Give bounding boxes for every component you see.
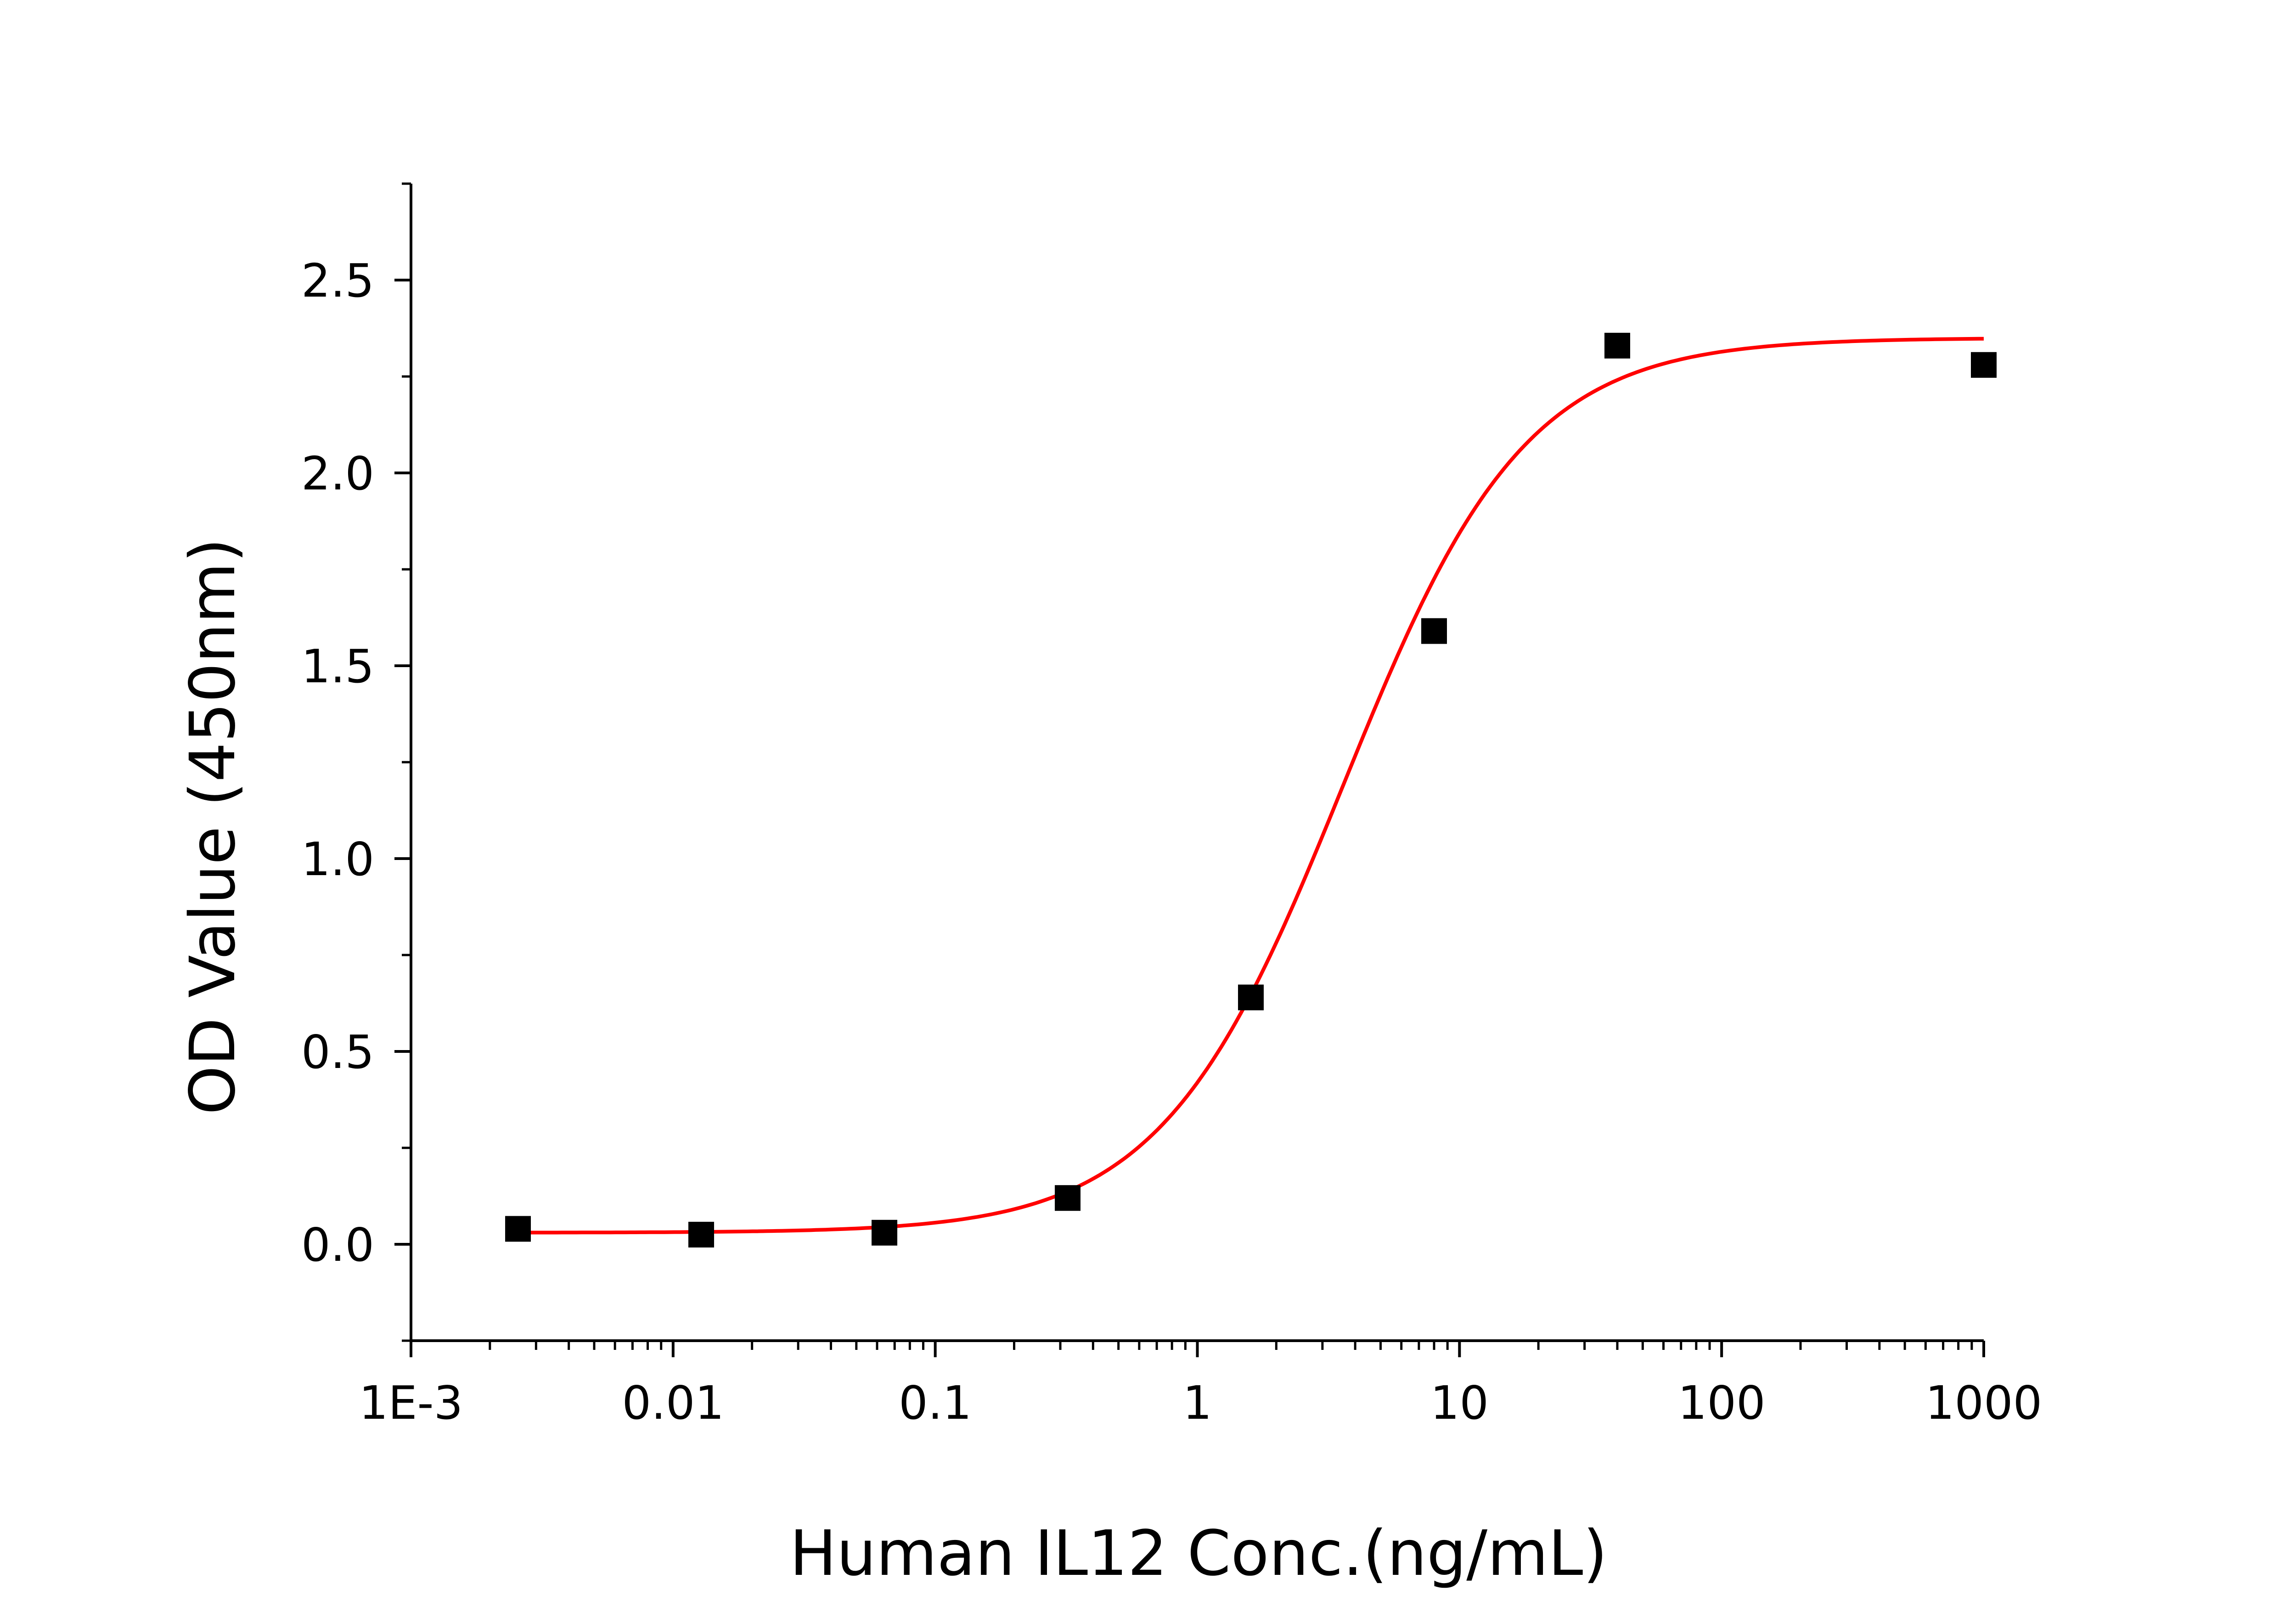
y-axis-title: OD Value (450nm) [177,538,249,1115]
data-point [1421,618,1447,644]
y-tick-label: 0.0 [301,1218,374,1272]
fit-curve-layer [518,337,1984,1235]
fit-curve [518,337,1984,1235]
data-point [1604,332,1631,359]
data-point [1971,352,1997,378]
y-tick-label: 0.5 [301,1025,374,1079]
x-tick-label: 10 [1430,1376,1489,1430]
x-axis-title: Human IL12 Conc.(ng/mL) [790,1517,1608,1590]
y-tick-label: 2.0 [301,447,374,500]
y-tick-label: 1.5 [301,640,374,693]
data-point [505,1216,531,1242]
axes: 1E-3 0.01 0.1 1 10 100 1000 0.0 0.5 1.0 1.5 2.0 2.5 [301,182,2043,1430]
x-tick-label: 1E-3 [359,1376,463,1430]
data-point [1238,984,1264,1011]
x-tick-label: 1000 [1925,1376,2043,1430]
data-point [872,1219,898,1246]
y-tick-label: 2.5 [301,254,374,308]
data-point [1055,1185,1081,1211]
y-tick-label: 1.0 [301,832,374,886]
x-tick-label: 0.01 [622,1376,725,1430]
x-tick-label: 0.1 [899,1376,972,1430]
data-points [505,332,1997,1247]
x-tick-label: 100 [1678,1376,1766,1430]
data-point [688,1222,715,1247]
x-tick-label: 1 [1183,1376,1212,1430]
